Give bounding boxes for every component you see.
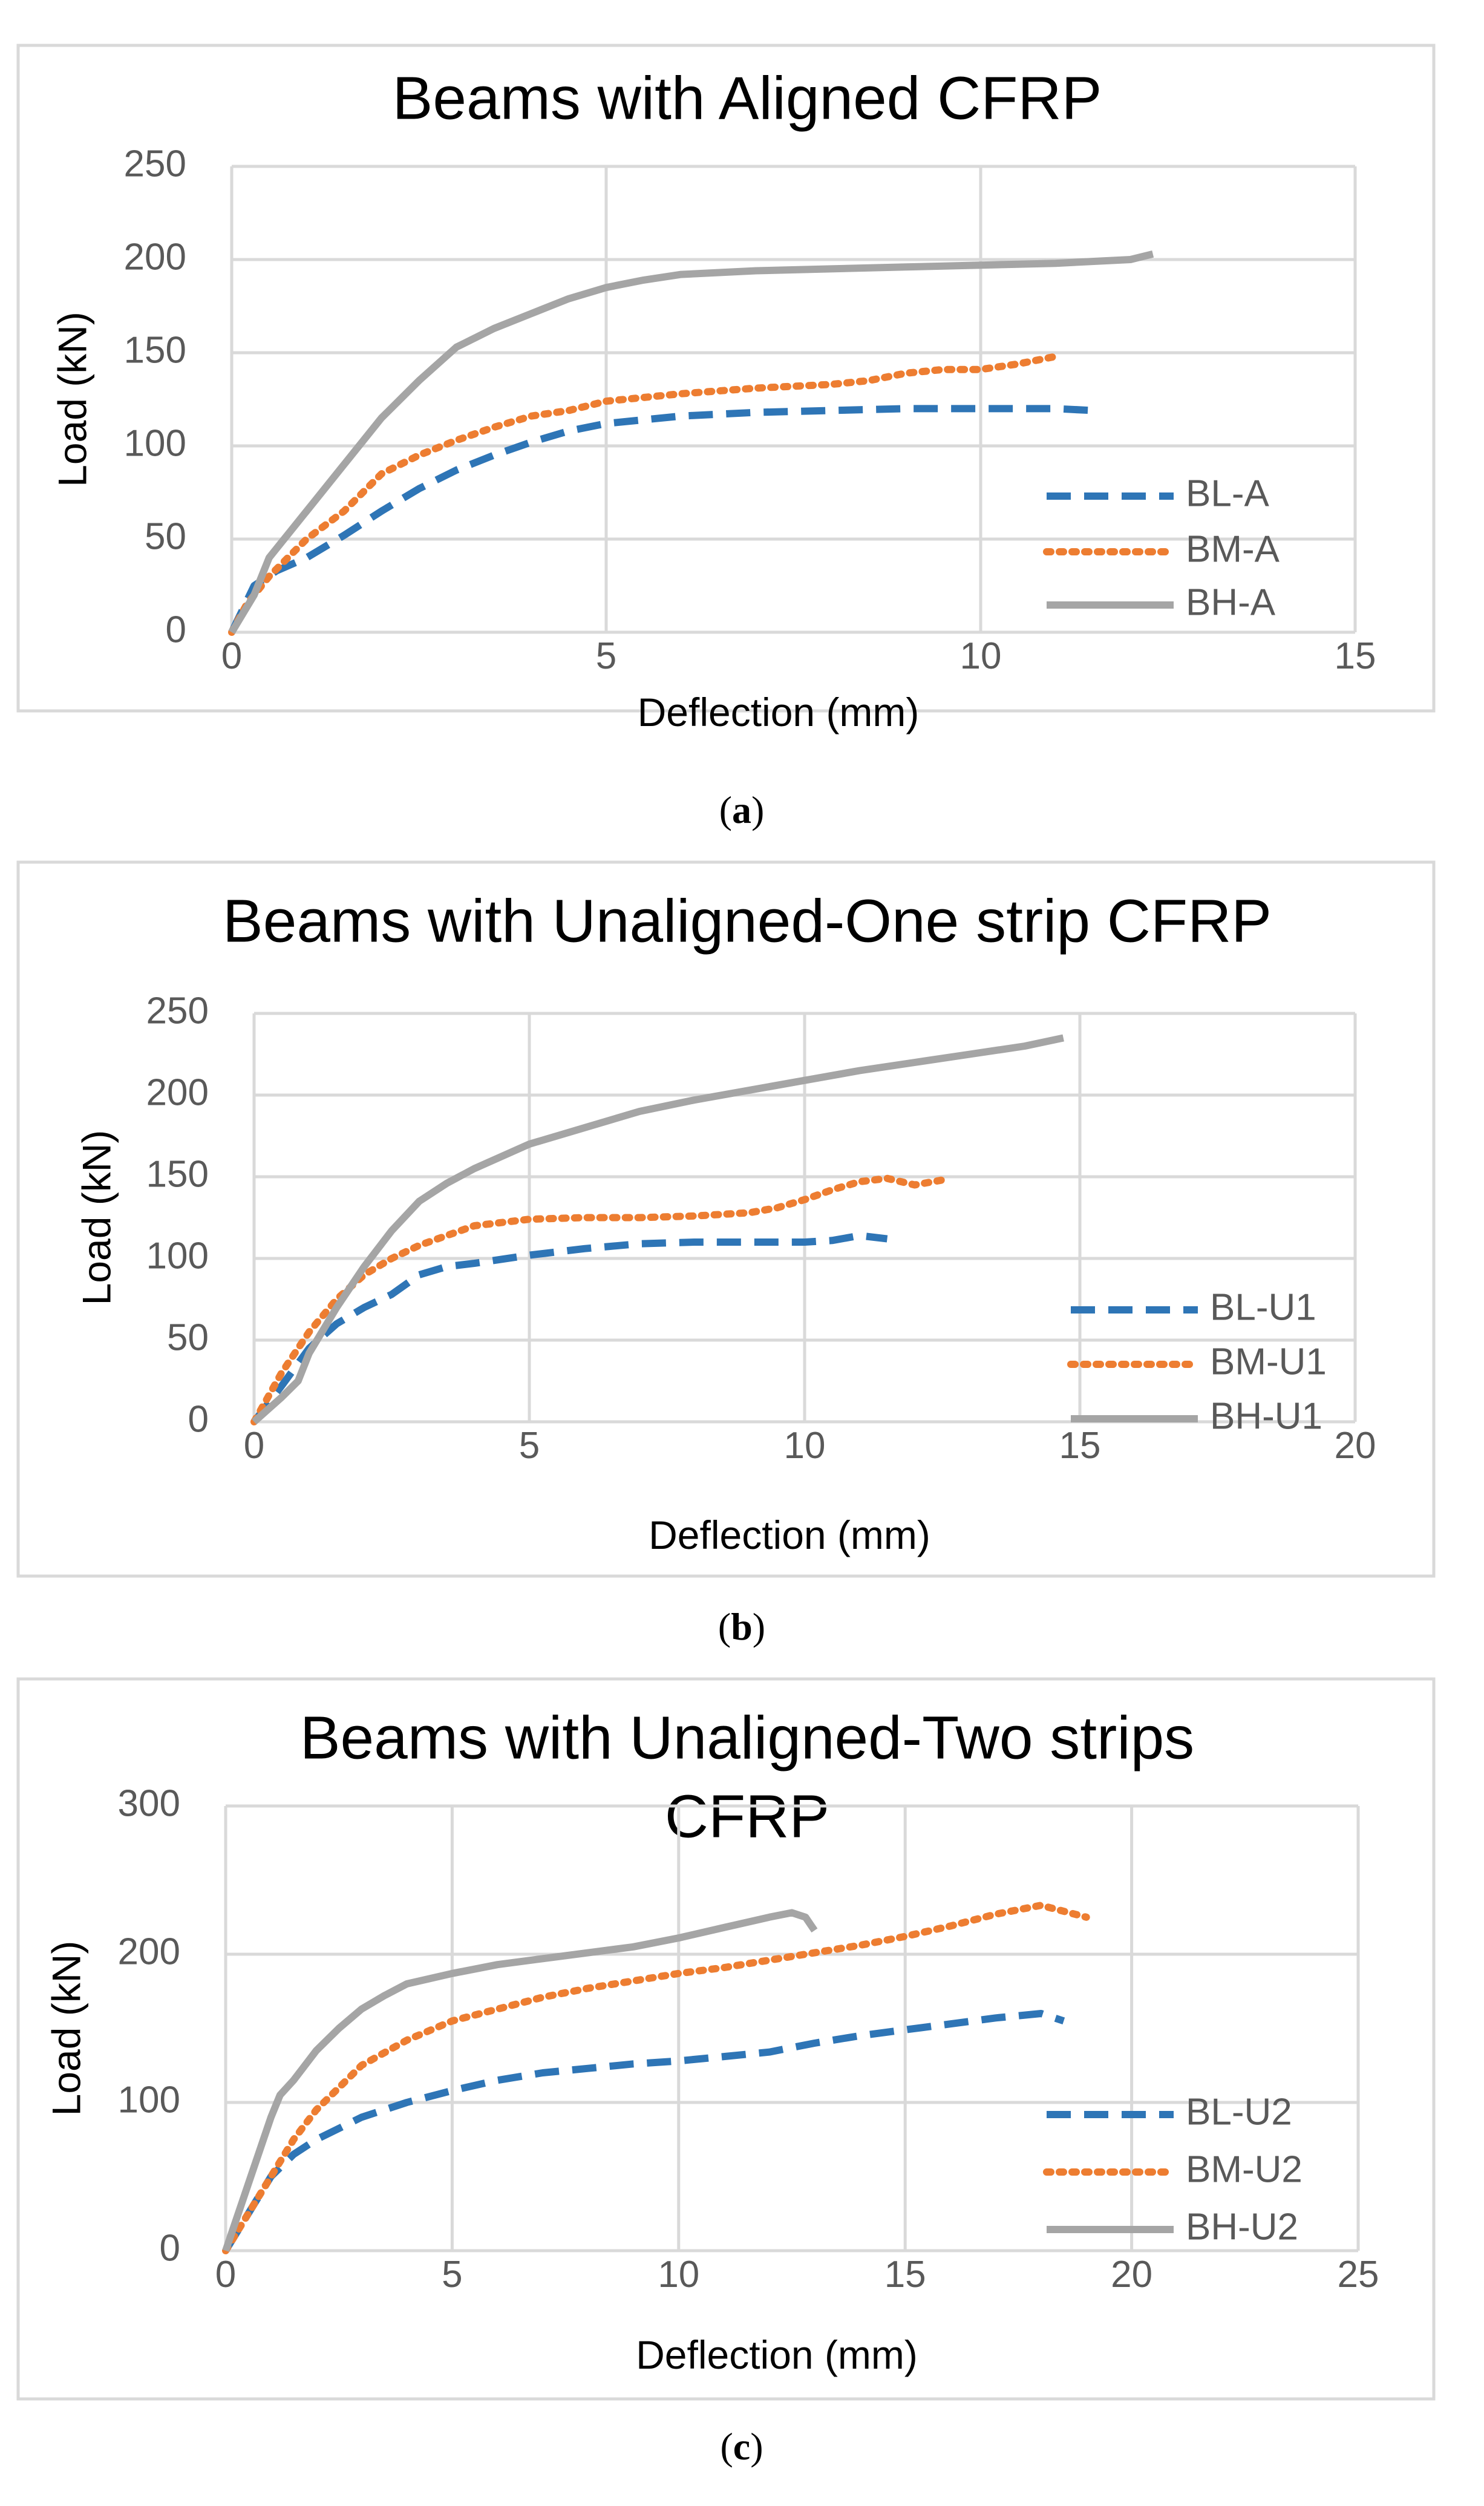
y-tick-label: 200 — [146, 1071, 209, 1113]
legend-label-bl-a: BL-A — [1186, 473, 1269, 514]
y-tick-label: 100 — [146, 1235, 209, 1277]
chart-caption: (c) — [720, 2425, 763, 2468]
chart-2: Beams with Unaligned-One strip CFRP 0 5 10 1… — [16, 860, 1436, 1578]
legend-label-bm-u1: BM-U1 — [1210, 1341, 1327, 1382]
y-axis-label: Load (kN) — [44, 1941, 88, 2116]
chart-title: CFRP — [665, 1782, 829, 1850]
chart-frame — [16, 1677, 1436, 2401]
series-line-bm-u1 — [250, 1174, 946, 1425]
y-tick-label: 150 — [124, 329, 186, 371]
series-line-bh-u2 — [222, 1909, 818, 2252]
x-tick-label: 25 — [1338, 2254, 1379, 2295]
x-tick-label: 20 — [1111, 2254, 1152, 2295]
y-tick-label: 0 — [188, 1398, 209, 1440]
x-axis-label: Deflection (mm) — [649, 1513, 930, 1557]
chart-frame — [16, 860, 1436, 1578]
y-axis-label: Load (kN) — [50, 312, 94, 487]
legend-label-bm-u2: BM-U2 — [1186, 2148, 1303, 2190]
x-tick-label: 20 — [1335, 1425, 1376, 1467]
legend-label-bl-u2: BL-U2 — [1186, 2091, 1292, 2133]
x-tick-label: 10 — [960, 635, 1002, 677]
x-tick-label: 10 — [658, 2254, 699, 2295]
legend-label-bl-u1: BL-U1 — [1210, 1286, 1316, 1328]
legend-label-bh-u1: BH-U1 — [1210, 1395, 1322, 1437]
series-line-bh-a — [228, 250, 1154, 635]
legend-label-bh-a: BH-A — [1186, 581, 1276, 623]
series-line-bl-u1 — [251, 1232, 888, 1424]
y-tick-label: 300 — [118, 1782, 180, 1824]
x-tick-label: 10 — [784, 1425, 826, 1467]
caption-paren-open: ( — [720, 2425, 733, 2468]
legend-label-bh-u2: BH-U2 — [1186, 2206, 1298, 2248]
legend-label-bm-a: BM-A — [1186, 528, 1280, 570]
y-tick-label: 200 — [124, 236, 186, 278]
x-tick-label: 5 — [596, 635, 616, 677]
y-tick-label: 100 — [118, 2079, 180, 2121]
caption-paren-open: ( — [719, 788, 732, 831]
caption-letter: c — [733, 2425, 750, 2468]
x-tick-label: 0 — [221, 635, 242, 677]
x-tick-label: 0 — [215, 2254, 236, 2295]
series-line-bh-u1 — [252, 1034, 1064, 1425]
x-tick-label: 5 — [519, 1425, 540, 1467]
y-tick-label: 100 — [124, 422, 186, 464]
x-axis-label: Deflection (mm) — [636, 2332, 918, 2377]
x-tick-label: 0 — [244, 1425, 264, 1467]
chart-title: Beams with Aligned CFRP — [393, 64, 1102, 132]
caption-paren-open: ( — [718, 1605, 731, 1648]
series-line-bm-a — [228, 353, 1059, 636]
y-tick-label: 50 — [145, 515, 186, 557]
chart-title: Beams with Unaligned-Two strips — [300, 1704, 1194, 1772]
y-tick-label: 250 — [146, 990, 209, 1032]
chart-caption: (a) — [719, 788, 765, 831]
chart-title: Beams with Unaligned-One strip CFRP — [223, 887, 1272, 955]
x-axis-label: Deflection (mm) — [638, 690, 920, 734]
y-tick-label: 0 — [160, 2227, 180, 2269]
y-axis-label: Load (kN) — [74, 1130, 119, 1306]
caption-paren-close: ) — [750, 2425, 763, 2468]
caption-paren-close: ) — [753, 1605, 765, 1648]
caption-paren-close: ) — [751, 788, 764, 831]
y-tick-label: 50 — [167, 1317, 209, 1358]
series-line-bm-u2 — [222, 1902, 1090, 2254]
x-tick-label: 15 — [1335, 635, 1376, 677]
chart-3: Beams with Unaligned-Two strips CFRP 0 5 10 1… — [16, 1677, 1436, 2401]
y-tick-label: 200 — [118, 1931, 180, 1972]
chart-caption: (b) — [718, 1605, 765, 1648]
series-line-bl-u2 — [222, 2010, 1065, 2253]
x-tick-label: 5 — [442, 2254, 462, 2295]
y-tick-label: 250 — [124, 143, 186, 185]
y-tick-label: 150 — [146, 1153, 209, 1195]
caption-letter: a — [732, 788, 751, 831]
caption-letter: b — [731, 1605, 753, 1648]
x-tick-label: 15 — [884, 2254, 926, 2295]
x-tick-label: 15 — [1059, 1425, 1101, 1467]
y-tick-label: 0 — [166, 609, 186, 650]
